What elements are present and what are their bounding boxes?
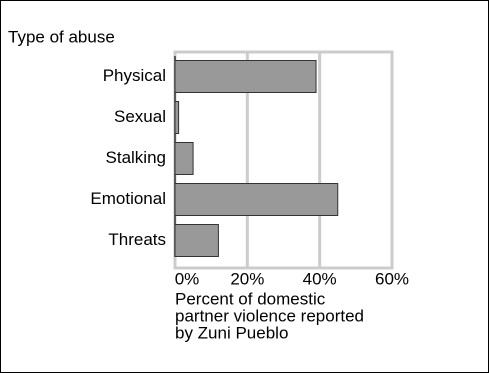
x-tick-label: 0% [175,269,200,288]
y-tick-label: Physical [103,66,166,85]
x-tick-label: 20% [230,269,264,288]
y-axis-title: Type of abuse [8,27,115,46]
y-tick-label: Emotional [90,189,166,208]
bar [174,142,194,175]
bar [174,101,180,134]
x-tick-label: 40% [303,269,337,288]
bar [174,60,317,93]
x-axis-title: partner violence reported [175,306,364,325]
x-tick-label: 60% [375,269,409,288]
bar [174,183,339,216]
y-tick-label: Sexual [114,107,166,126]
x-axis-title: Percent of domestic [175,289,326,308]
bar [174,224,219,257]
y-tick-label: Threats [108,230,166,249]
y-tick-label: Stalking [106,148,166,167]
x-axis-title: by Zuni Pueblo [175,323,288,342]
